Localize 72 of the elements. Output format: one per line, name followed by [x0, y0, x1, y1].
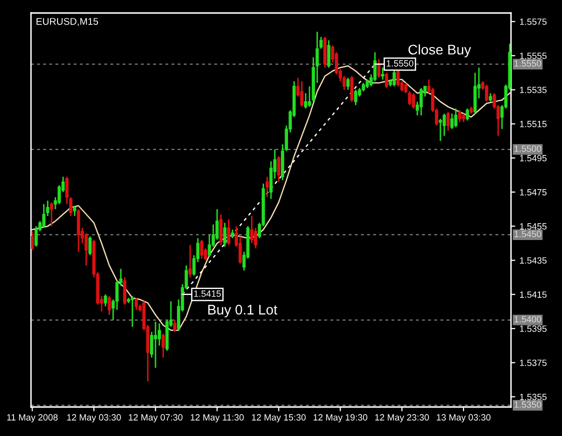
data-label: 1.5550	[386, 60, 414, 67]
candlestick	[485, 84, 488, 102]
candlestick	[223, 222, 226, 248]
x-tick-label: 12 May 19:30	[314, 414, 368, 422]
y-tick-label: 1.5515	[520, 120, 547, 128]
ref-line-label: 1.5500	[514, 145, 542, 152]
candlestick	[412, 92, 416, 110]
candlestick	[173, 319, 176, 333]
y-tick-label: 1.5535	[520, 86, 547, 94]
candlestick	[450, 112, 454, 130]
x-tick-label: 11 May 2008	[7, 414, 58, 422]
candlestick	[458, 110, 462, 123]
candlestick	[227, 218, 230, 246]
candlestick	[266, 176, 269, 198]
candlestick	[130, 295, 134, 328]
candlestick	[381, 66, 384, 80]
candlestick	[420, 87, 423, 116]
y-tick-label: 1.5555	[520, 52, 547, 59]
annotation: Buy 0.1 Lot	[208, 304, 278, 318]
candlestick	[346, 77, 350, 90]
y-tick-label: 1.5355	[520, 394, 547, 400]
candlestick	[31, 230, 34, 251]
annotation: Close Buy	[408, 44, 472, 58]
candlestick	[466, 108, 469, 122]
candlestick	[88, 236, 92, 256]
candlestick	[73, 205, 76, 217]
x-tick-label: 12 May 11:30	[190, 414, 244, 422]
candlestick	[108, 295, 111, 316]
ref-line-label: 1.5550	[514, 60, 542, 67]
candlestick	[188, 244, 192, 278]
x-tick-label: 13 May 03:30	[436, 414, 491, 422]
y-tick-label: 1.5375	[520, 360, 547, 366]
data-label: 1.5415	[194, 290, 221, 297]
candlestick	[327, 40, 330, 68]
ref-line-label: 1.5350	[514, 401, 542, 408]
candlestick	[50, 202, 54, 227]
candlestick	[219, 214, 223, 246]
candlestick	[384, 72, 388, 89]
candlestick	[123, 276, 126, 306]
x-tick-label: 12 May 07:30	[128, 414, 182, 422]
line-series	[32, 65, 510, 331]
candlestick	[446, 111, 450, 132]
candlestick	[200, 239, 204, 260]
candlestick	[392, 68, 396, 88]
candlestick	[354, 89, 358, 106]
candlestick	[104, 294, 108, 308]
y-tick-label: 1.5435	[520, 257, 547, 264]
candlestick	[438, 118, 442, 142]
candlestick	[377, 58, 380, 79]
ref-line-label: 1.5450	[514, 230, 542, 238]
x-tick-label: 12 May 23:30	[375, 414, 429, 422]
candlestick	[84, 232, 88, 266]
y-tick-label: 1.5495	[520, 154, 547, 162]
candlestick	[42, 203, 46, 229]
candlestick	[277, 156, 280, 183]
x-tick-label: 12 May 15:30	[252, 414, 306, 422]
candlestick	[154, 321, 158, 368]
x-tick-label: 12 May 03:30	[67, 414, 121, 422]
candlestick	[134, 297, 138, 310]
y-tick-label: 1.5415	[520, 291, 547, 298]
y-tick-label: 1.5575	[520, 18, 547, 25]
candlestick	[454, 108, 458, 128]
y-tick-label: 1.5455	[520, 223, 547, 230]
candlestick	[76, 208, 80, 252]
candlestick	[162, 332, 165, 358]
candlestick	[34, 226, 38, 248]
y-tick-label: 1.5475	[520, 189, 547, 196]
candlestick	[350, 75, 354, 102]
candlestick	[300, 80, 304, 108]
ref-line-label: 1.5400	[514, 316, 542, 322]
y-tick-label: 1.5395	[520, 326, 547, 332]
chart-title: EURUSD,M15	[36, 18, 98, 26]
